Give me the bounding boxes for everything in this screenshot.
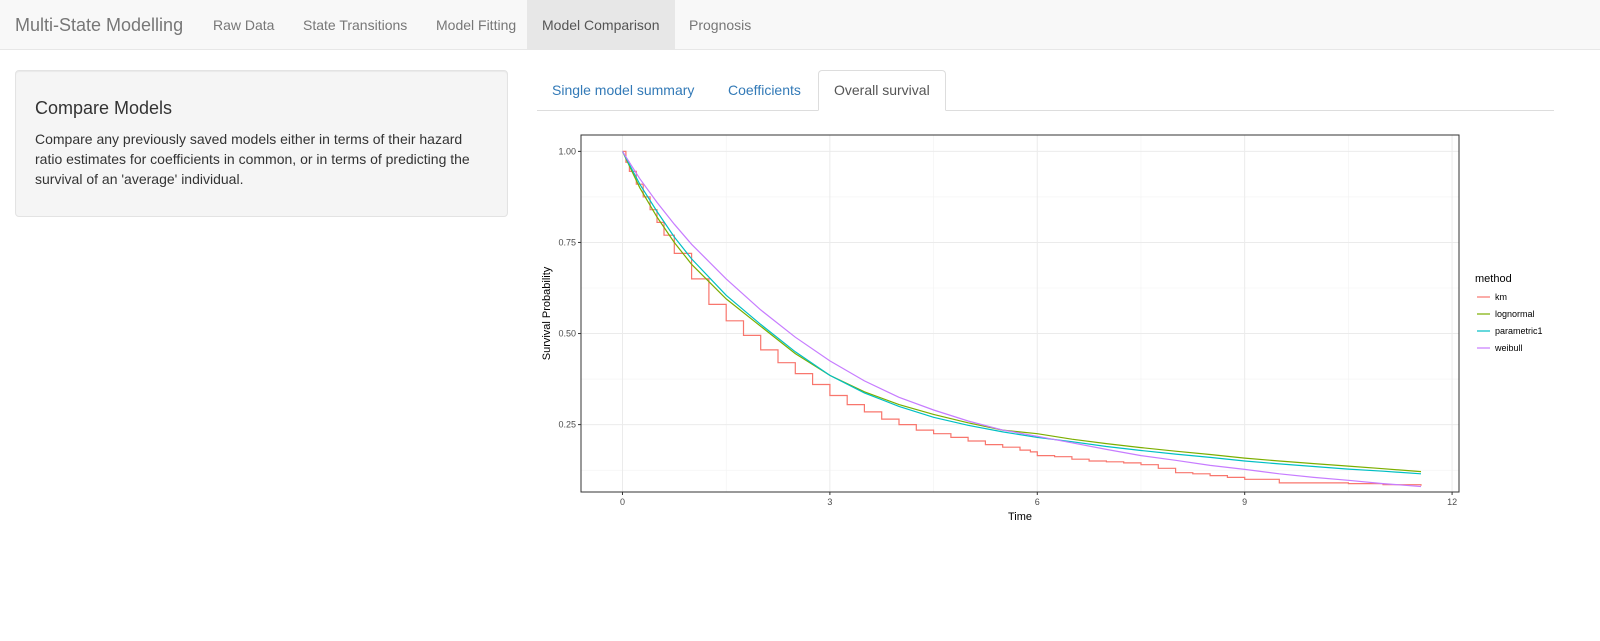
x-tick-label: 9 [1242, 497, 1247, 507]
tab-coefficients[interactable]: Coefficients [728, 82, 801, 98]
series-line-weibull [621, 151, 1422, 488]
y-tick-label: 0.50 [558, 329, 576, 339]
sidebar-title: Compare Models [35, 98, 173, 118]
navbar: Multi-State Modelling Raw Data State Tra… [0, 0, 1600, 50]
tab-single-model-summary[interactable]: Single model summary [552, 82, 695, 98]
nav-item-state-transitions[interactable]: State Transitions [303, 17, 408, 33]
plot-background [581, 135, 1459, 492]
legend-label-lognormal: lognormal [1495, 309, 1535, 319]
navbar-brand[interactable]: Multi-State Modelling [15, 15, 184, 35]
sidebar-panel: Compare Models Compare any previously sa… [15, 70, 508, 217]
y-tick-label: 0.75 [558, 237, 576, 247]
x-tick-label: 12 [1447, 497, 1457, 507]
sidebar-description: Compare any previously saved models eith… [35, 131, 470, 187]
plot-border [580, 134, 1460, 493]
legend-label-parametric1: parametric1 [1495, 326, 1543, 336]
legend-label-weibull: weibull [1494, 343, 1523, 353]
y-tick-label: 0.25 [558, 420, 576, 430]
tab-bar: Single model summary Coefficients Overal… [537, 70, 1554, 111]
series-line-km [622, 150, 1422, 486]
x-tick-label: 0 [620, 497, 625, 507]
nav-item-model-fitting[interactable]: Model Fitting [436, 17, 517, 33]
y-axis-title: Survival Probability [541, 266, 553, 360]
tab-overall-survival[interactable]: Overall survival [818, 70, 946, 111]
legend-title: method [1475, 273, 1512, 285]
x-tick-label: 3 [827, 497, 832, 507]
series-line-parametric1 [621, 151, 1422, 475]
nav-item-model-comparison[interactable]: Model Comparison [527, 0, 675, 49]
x-tick-label: 6 [1035, 497, 1040, 507]
x-axis-title: Time [1008, 511, 1032, 523]
survival-chart: 0 3 6 9 12 0.25 0.50 0.75 1.00 Time Survival Proba… [541, 134, 1543, 523]
legend-label-km: km [1495, 292, 1507, 302]
series-line-lognormal [621, 151, 1422, 473]
y-tick-label: 1.00 [558, 146, 576, 156]
nav-item-prognosis[interactable]: Prognosis [689, 17, 752, 33]
nav-item-raw-data[interactable]: Raw Data [213, 17, 275, 33]
